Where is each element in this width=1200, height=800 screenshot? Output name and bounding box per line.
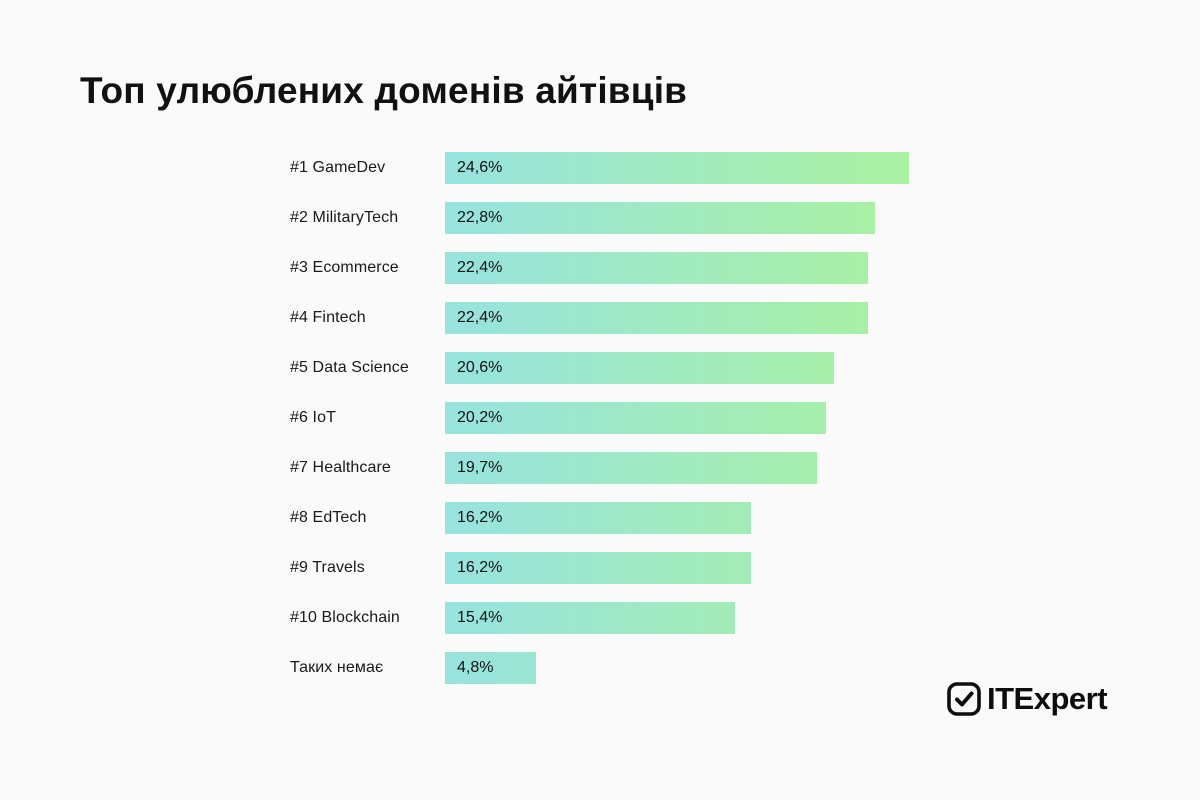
category-label: #9 Travels — [290, 559, 365, 576]
value-label: 16,2% — [457, 559, 503, 576]
category-label: #10 Blockchain — [290, 609, 400, 626]
value-label: 15,4% — [457, 609, 503, 626]
value-label: 24,6% — [457, 159, 503, 176]
bar: 4,8% — [445, 652, 536, 684]
chart-row: #8 EdTech 16,2% — [290, 493, 909, 543]
chart-row: Таких немає 4,8% — [290, 643, 909, 693]
chart-row: #9 Travels 16,2% — [290, 543, 909, 593]
value-label: 20,2% — [457, 409, 503, 426]
bar: 22,4% — [445, 302, 868, 334]
chart-row: #3 Ecommerce 22,4% — [290, 243, 909, 293]
value-label: 4,8% — [457, 659, 494, 676]
bar: 24,6% — [445, 152, 909, 184]
page-title: Топ улюблених доменів айтівців — [80, 70, 688, 111]
value-label: 20,6% — [457, 359, 503, 376]
chart-row: #2 MilitaryTech 22,8% — [290, 193, 909, 243]
bar-chart: #1 GameDev 24,6% #2 MilitaryTech 22,8% #3 Ec… — [290, 143, 909, 693]
chart-row: #7 Healthcare 19,7% — [290, 443, 909, 493]
value-label: 22,4% — [457, 259, 503, 276]
chart-row: #5 Data Science 20,6% — [290, 343, 909, 393]
category-label: #7 Healthcare — [290, 459, 391, 476]
bar: 20,6% — [445, 352, 834, 384]
brand-logo-text: ITExpert — [987, 680, 1108, 716]
chart-row: #6 IoT 20,2% — [290, 393, 909, 443]
chart-row: #4 Fintech 22,4% — [290, 293, 909, 343]
bar: 22,8% — [445, 202, 875, 234]
value-label: 22,8% — [457, 209, 503, 226]
category-label: #6 IoT — [290, 409, 336, 426]
bar: 16,2% — [445, 502, 751, 534]
category-label: #8 EdTech — [290, 509, 367, 526]
category-label: #5 Data Science — [290, 359, 409, 376]
checkmark-square-icon — [947, 682, 981, 716]
category-label: Таких немає — [290, 659, 384, 676]
category-label: #4 Fintech — [290, 309, 366, 326]
brand-logo: ITExpert — [946, 680, 1108, 717]
bar: 16,2% — [445, 552, 751, 584]
chart-row: #10 Blockchain 15,4% — [290, 593, 909, 643]
bar: 15,4% — [445, 602, 735, 634]
category-label: #2 MilitaryTech — [290, 209, 399, 226]
category-label: #1 GameDev — [290, 159, 386, 176]
category-label: #3 Ecommerce — [290, 259, 399, 276]
chart-row: #1 GameDev 24,6% — [290, 143, 909, 193]
value-label: 16,2% — [457, 509, 503, 526]
bar: 19,7% — [445, 452, 817, 484]
bar: 22,4% — [445, 252, 868, 284]
value-label: 19,7% — [457, 459, 503, 476]
value-label: 22,4% — [457, 309, 503, 326]
bar: 20,2% — [445, 402, 826, 434]
